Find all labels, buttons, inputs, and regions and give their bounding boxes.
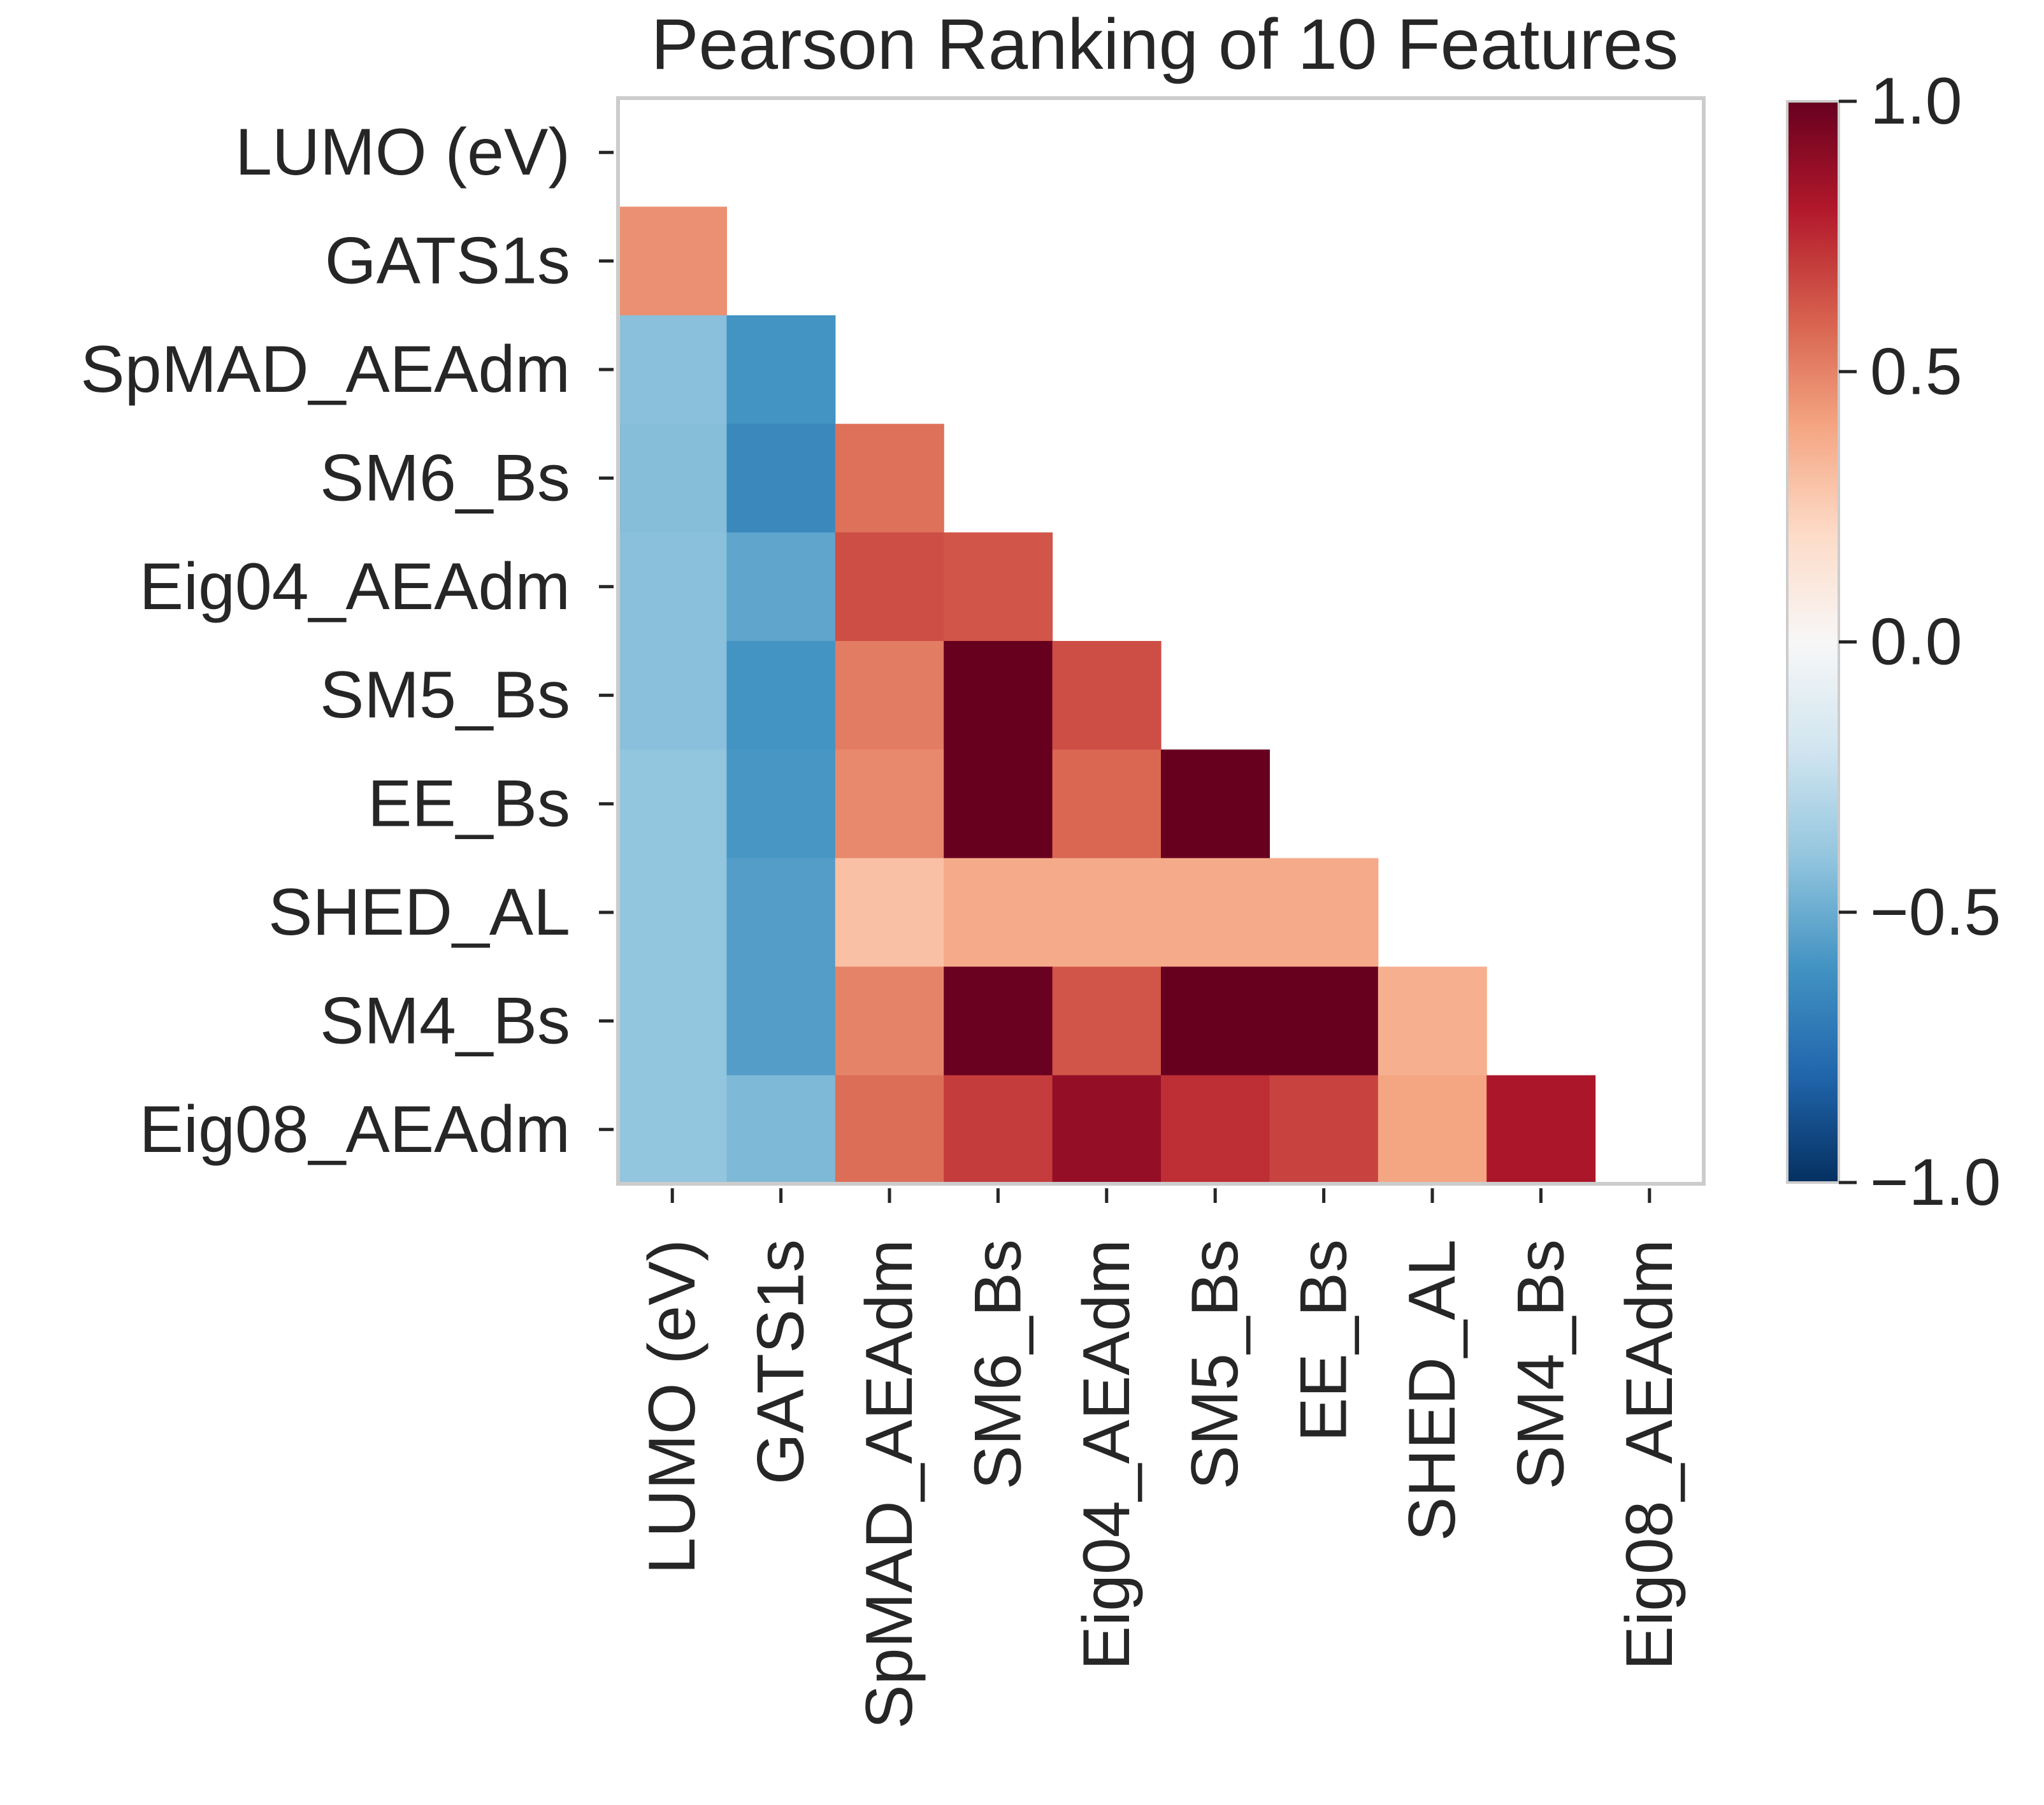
y-tick-label: SM4_Bs bbox=[320, 984, 570, 1058]
heatmap-cell bbox=[726, 641, 836, 750]
x-tick-label: Eig08_AEAdm bbox=[1613, 1239, 1687, 1670]
heatmap-cell bbox=[726, 858, 836, 967]
plot-frame bbox=[616, 96, 1706, 1186]
y-tick-label: Eig08_AEAdm bbox=[140, 1093, 570, 1167]
x-tick-label: SM4_Bs bbox=[1504, 1239, 1578, 1490]
heatmap-cell bbox=[618, 1075, 727, 1184]
heatmap-cell bbox=[1052, 1075, 1162, 1184]
x-tick-label: SM5_Bs bbox=[1178, 1239, 1252, 1490]
chart-title: Pearson Ranking of 10 Features bbox=[651, 4, 1679, 84]
column-labels: LUMO (eV) GATS1s SpMAD_AEAdm SM6_Bs Eig04_AE… bbox=[635, 1188, 1687, 1729]
heatmap-cell bbox=[835, 424, 944, 533]
heatmap-cell bbox=[726, 532, 836, 642]
heatmap-cell bbox=[1052, 749, 1162, 859]
heatmap-cell bbox=[1052, 967, 1162, 1076]
colorbar-ticks: 1.0 0.5 0.0 −0.5 −1.0 bbox=[1839, 64, 2001, 1219]
heatmap-cell bbox=[944, 858, 1053, 967]
colorbar-tick-label: 1.0 bbox=[1870, 64, 1962, 138]
row-labels: LUMO (eV) GATS1s SpMAD_AEAdm SM6_Bs Eig04_AE… bbox=[80, 115, 614, 1167]
heatmap-cell bbox=[835, 532, 944, 642]
heatmap-cell bbox=[726, 967, 836, 1076]
heatmap-cell bbox=[1161, 858, 1270, 967]
y-tick-label: SM5_Bs bbox=[320, 658, 570, 732]
heatmap-cell bbox=[618, 749, 727, 859]
y-tick-label: GATS1s bbox=[325, 224, 570, 298]
y-tick-label: SM6_Bs bbox=[320, 441, 570, 515]
heatmap-cell bbox=[618, 315, 727, 424]
colorbar-tick-label: −1.0 bbox=[1870, 1146, 2001, 1219]
colorbar-tick-label: −0.5 bbox=[1870, 875, 2001, 949]
heatmap-cell bbox=[944, 1075, 1053, 1184]
heatmap-cell bbox=[618, 641, 727, 750]
heatmap-cell bbox=[726, 424, 836, 533]
heatmap-cell bbox=[835, 967, 944, 1076]
heatmap-cell bbox=[944, 641, 1053, 750]
heatmap-cell bbox=[1269, 967, 1379, 1076]
x-tick-label: EE_Bs bbox=[1287, 1239, 1361, 1442]
heatmap-cell bbox=[726, 1075, 836, 1184]
colorbar-tick-label: 0.5 bbox=[1870, 334, 1962, 408]
x-tick-label: LUMO (eV) bbox=[635, 1239, 709, 1574]
heatmap-cells bbox=[618, 206, 1596, 1184]
heatmap-cell bbox=[944, 967, 1053, 1076]
heatmap-cell bbox=[618, 206, 727, 316]
y-tick-label: SpMAD_AEAdm bbox=[80, 333, 570, 406]
heatmap-cell bbox=[835, 641, 944, 750]
heatmap-cell bbox=[726, 749, 836, 859]
y-tick-label: EE_Bs bbox=[368, 767, 570, 841]
heatmap-cell bbox=[835, 1075, 944, 1184]
heatmap-cell bbox=[1161, 749, 1270, 859]
heatmap-cell bbox=[835, 858, 944, 967]
heatmap-cell bbox=[618, 532, 727, 642]
heatmap-cell bbox=[1161, 1075, 1270, 1184]
heatmap-cell bbox=[1052, 641, 1162, 750]
heatmap-cell bbox=[944, 749, 1053, 859]
colorbar bbox=[1786, 100, 1840, 1184]
heatmap-cell bbox=[618, 424, 727, 533]
heatmap-cell bbox=[618, 858, 727, 967]
heatmap-cell bbox=[618, 967, 727, 1076]
x-tick-label: SpMAD_AEAdm bbox=[853, 1239, 926, 1729]
colorbar-tick-label: 0.0 bbox=[1870, 605, 1962, 679]
y-tick-label: Eig04_AEAdm bbox=[140, 550, 570, 624]
heatmap-cell bbox=[1052, 858, 1162, 967]
x-tick-label: SHED_AL bbox=[1395, 1239, 1469, 1541]
y-tick-label: LUMO (eV) bbox=[235, 115, 570, 189]
heatmap-cell bbox=[1378, 967, 1487, 1076]
x-tick-label: GATS1s bbox=[744, 1239, 818, 1485]
heatmap-cell bbox=[726, 315, 836, 424]
heatmap-cell bbox=[1486, 1075, 1596, 1184]
heatmap-cell bbox=[944, 532, 1053, 642]
heatmap-cell bbox=[1269, 858, 1379, 967]
y-tick-label: SHED_AL bbox=[268, 875, 570, 949]
heatmap-cell bbox=[1161, 967, 1270, 1076]
x-tick-label: Eig04_AEAdm bbox=[1070, 1239, 1144, 1670]
heatmap-cell bbox=[1269, 1075, 1379, 1184]
heatmap-cell bbox=[835, 749, 944, 859]
heatmap-cell bbox=[1378, 1075, 1487, 1184]
x-tick-label: SM6_Bs bbox=[961, 1239, 1035, 1490]
